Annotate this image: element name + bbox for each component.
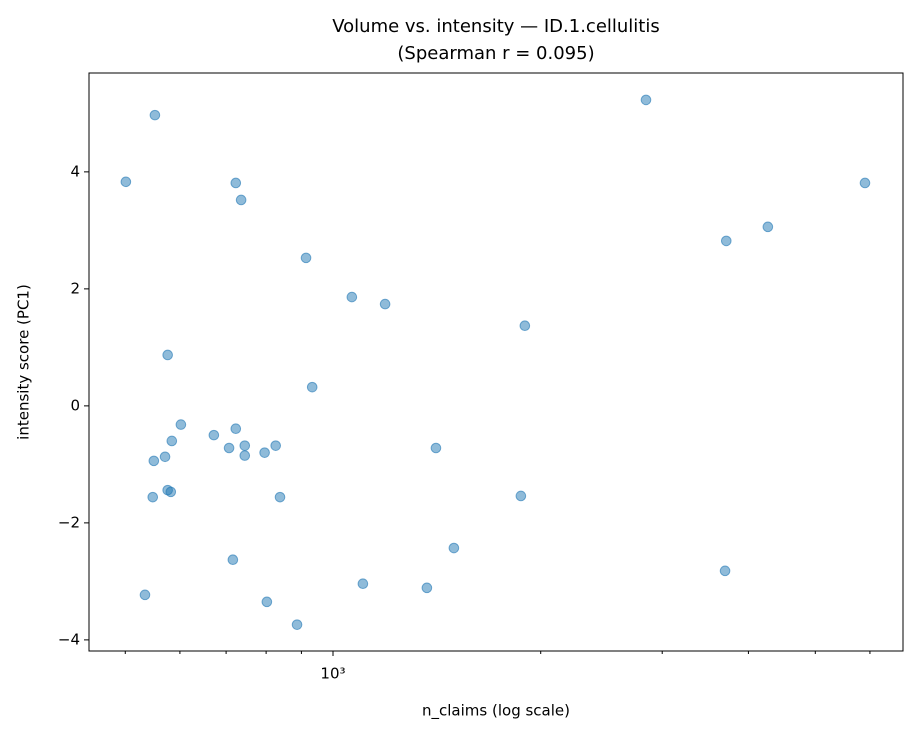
point [270, 440, 282, 451]
point [149, 109, 161, 121]
point [421, 582, 433, 594]
point [139, 589, 151, 601]
chart-subtitle: (Spearman r = 0.095) [397, 43, 594, 64]
y-axis-label: intensity score (PC1) [15, 284, 33, 440]
point [235, 194, 247, 206]
point [159, 451, 171, 463]
point [120, 176, 132, 188]
point [239, 450, 251, 461]
x-axis-label: n_claims (log scale) [422, 702, 570, 721]
point [859, 177, 871, 189]
plot-frame [88, 72, 904, 652]
point [762, 221, 774, 233]
point [261, 596, 273, 608]
point [515, 490, 527, 502]
y-tick-label: 2 [70, 279, 80, 297]
point [720, 235, 732, 247]
point [448, 542, 460, 554]
point [519, 320, 531, 332]
chart-title: Volume vs. intensity — ID.1.cellulitis [332, 16, 660, 37]
point [274, 491, 286, 503]
point [357, 578, 369, 590]
point [259, 447, 270, 458]
x-tick-label: 10³ [320, 665, 345, 683]
point [379, 298, 391, 310]
point [148, 455, 160, 467]
point [291, 619, 303, 630]
point [239, 440, 251, 451]
point [430, 442, 442, 454]
point [162, 349, 173, 361]
point [346, 291, 358, 303]
point [165, 486, 177, 498]
point [306, 381, 318, 393]
point [227, 554, 239, 566]
point [208, 429, 220, 441]
point [719, 565, 731, 577]
y-tick-label: −2 [58, 513, 80, 531]
point [300, 252, 312, 264]
point [175, 419, 187, 430]
y-tick-label: 0 [70, 396, 80, 414]
point [230, 177, 242, 189]
point [147, 491, 159, 503]
point [223, 442, 235, 454]
point [166, 435, 178, 447]
point [640, 94, 652, 106]
y-tick-label: 4 [70, 162, 80, 180]
y-tick-label: −4 [58, 630, 80, 648]
point [230, 423, 242, 434]
